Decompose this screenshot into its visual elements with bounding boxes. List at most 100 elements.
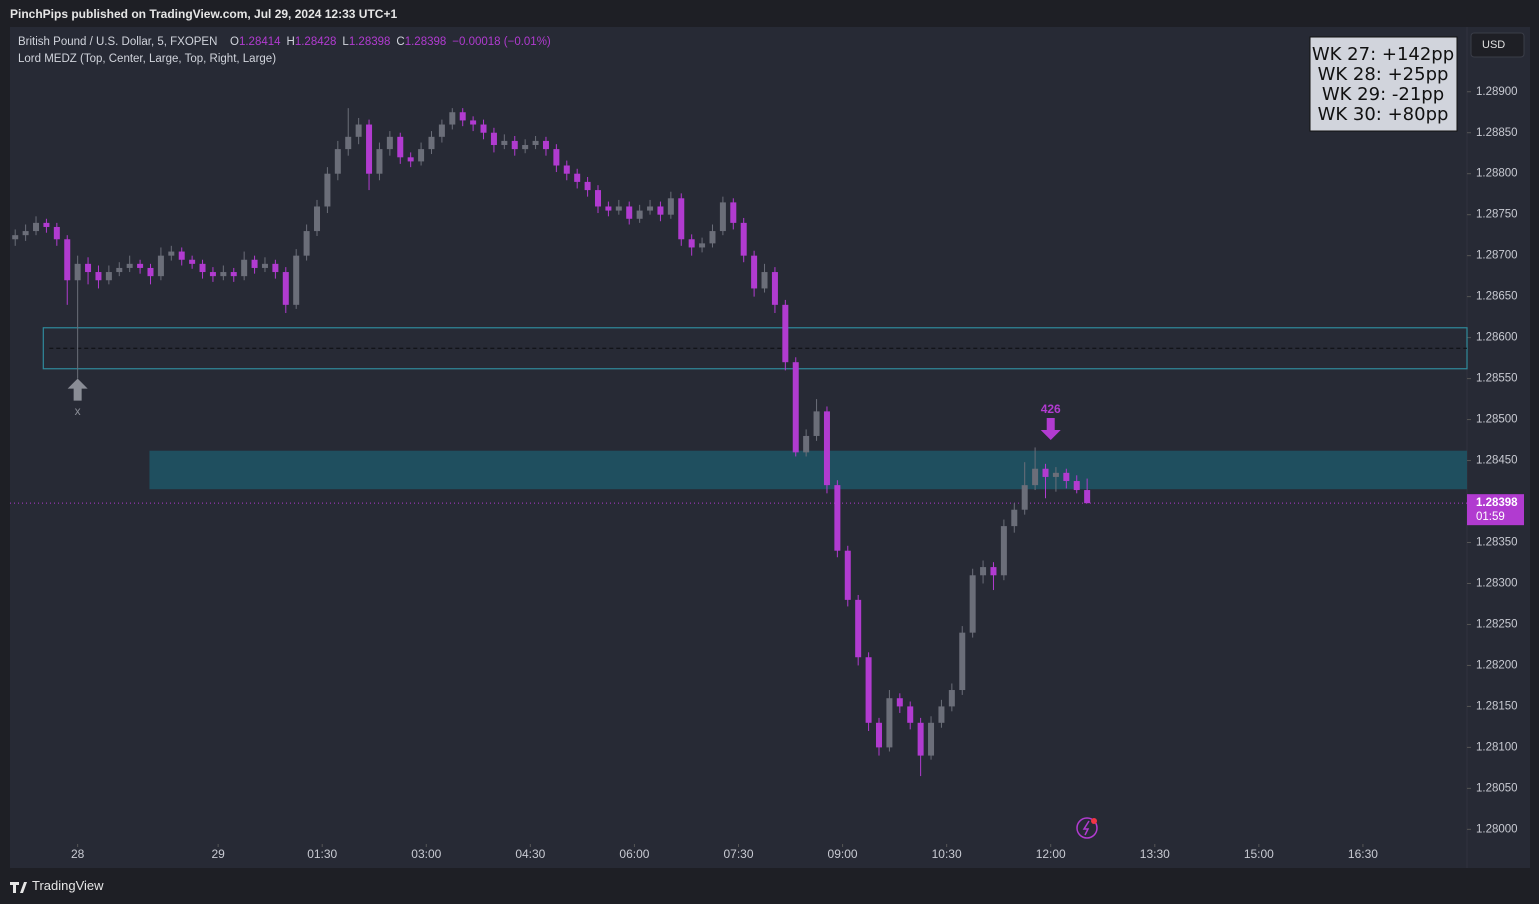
- ohlc-value: 1.28414: [239, 36, 281, 48]
- candle-body: [605, 206, 612, 211]
- candle-body: [345, 136, 352, 150]
- candle-body: [1011, 509, 1018, 527]
- y-tick-label: 1.28800: [1476, 168, 1518, 180]
- candle-body: [1052, 472, 1059, 477]
- candle-body: [688, 239, 695, 248]
- candle-body: [137, 263, 144, 268]
- candle-body: [980, 567, 987, 576]
- weekly-result: WK 27: +142pp: [1312, 44, 1454, 65]
- candle-body: [314, 206, 321, 232]
- candle-body: [105, 272, 112, 281]
- candle-body: [376, 149, 383, 174]
- x-tick-label: 04:30: [515, 847, 545, 861]
- candle-body: [626, 206, 633, 219]
- y-tick-label: 1.28300: [1476, 578, 1518, 590]
- candle-body: [948, 690, 955, 707]
- ohlc-key: C: [396, 36, 404, 48]
- candle-body: [438, 124, 445, 137]
- y-tick-label: 1.28450: [1476, 455, 1518, 467]
- y-tick-label: 1.28100: [1476, 741, 1518, 753]
- y-tick-label: 1.28050: [1476, 782, 1518, 794]
- y-tick-label: 1.28150: [1476, 700, 1518, 712]
- candle-body: [803, 435, 810, 453]
- candle-body: [615, 206, 622, 211]
- chart-panel: [10, 27, 1530, 868]
- countdown-label: 01:59: [1476, 511, 1505, 523]
- candle-body: [709, 231, 716, 244]
- candle-body: [917, 722, 924, 756]
- candle-body: [928, 722, 935, 756]
- x-tick-label: 03:00: [411, 847, 441, 861]
- candle-body: [1073, 481, 1080, 491]
- candle-body: [74, 263, 81, 281]
- marker-arrow: [67, 378, 88, 401]
- candle-body: [844, 550, 851, 600]
- candle-body: [334, 149, 341, 174]
- candle-body: [678, 198, 685, 240]
- x-tick-label: 12:00: [1036, 847, 1066, 861]
- candle-body: [553, 149, 560, 166]
- candle-body: [761, 272, 768, 289]
- ohlc-change: −0.00018 (−0.01%): [452, 36, 551, 48]
- candle-body: [12, 235, 19, 240]
- candle-body: [64, 239, 71, 281]
- publisher-line: PinchPips published on TradingView.com, …: [10, 7, 398, 21]
- candle-body: [1000, 526, 1007, 576]
- candle-body: [719, 202, 726, 232]
- candle-body: [595, 190, 602, 207]
- currency-label[interactable]: USD: [1482, 39, 1505, 51]
- candle-body: [813, 411, 820, 436]
- candle-body: [1042, 468, 1049, 477]
- candle-body: [938, 706, 945, 723]
- ohlc-values: O1.28414 H1.28428 L1.28398 C1.28398 −0.00018…: [230, 36, 551, 48]
- candle-body: [241, 259, 248, 277]
- x-tick-label: 28: [71, 847, 85, 861]
- candle-body: [53, 226, 60, 240]
- candle-body: [823, 411, 830, 486]
- candle-body: [511, 140, 518, 150]
- weekly-box: [1309, 36, 1458, 132]
- candle-body: [126, 263, 133, 268]
- candle-body: [907, 706, 914, 723]
- candle-body: [418, 149, 425, 162]
- alert-icon[interactable]: [1076, 817, 1098, 839]
- alert-bolt: [1082, 820, 1090, 836]
- marker-label: 426: [1041, 402, 1061, 416]
- currency-button[interactable]: [1470, 32, 1525, 58]
- candle-body: [355, 124, 362, 137]
- y-tick-label: 1.28550: [1476, 373, 1518, 385]
- ohlc-value: 1.28398: [349, 36, 391, 48]
- last-price-label: 1.28398: [1476, 497, 1518, 509]
- candle-body: [230, 272, 237, 277]
- candle-body: [157, 255, 164, 277]
- candle-body: [959, 632, 966, 691]
- candle-body: [282, 272, 289, 305]
- candle-body: [740, 222, 747, 256]
- marker-label: x: [75, 404, 81, 418]
- candle-body: [303, 231, 310, 256]
- candle-body: [730, 202, 737, 223]
- candle-body: [1032, 468, 1039, 486]
- candle-body: [407, 157, 414, 162]
- y-tick-label: 1.28200: [1476, 659, 1518, 671]
- x-tick-label: 06:00: [619, 847, 649, 861]
- candle-body: [459, 112, 466, 121]
- x-tick-label: 01:30: [307, 847, 337, 861]
- candle-body: [855, 599, 862, 658]
- candle-body: [647, 206, 654, 211]
- x-tick-label: 15:00: [1244, 847, 1274, 861]
- ohlc-value: 1.28398: [405, 36, 447, 48]
- candle-body: [865, 657, 872, 723]
- candle-body: [522, 145, 529, 150]
- candle-body: [751, 255, 758, 289]
- candle-body: [636, 210, 643, 219]
- candle-body: [792, 362, 799, 453]
- ohlc-value: 1.28428: [295, 36, 337, 48]
- alert-dot: [1091, 818, 1097, 824]
- last-price-box: [1467, 494, 1524, 526]
- brand-name: TradingView: [32, 878, 104, 893]
- indicator-label: Lord MEDZ (Top, Center, Large, Top, Righ…: [18, 53, 276, 65]
- candle-body: [272, 263, 279, 273]
- candle-body: [699, 243, 706, 248]
